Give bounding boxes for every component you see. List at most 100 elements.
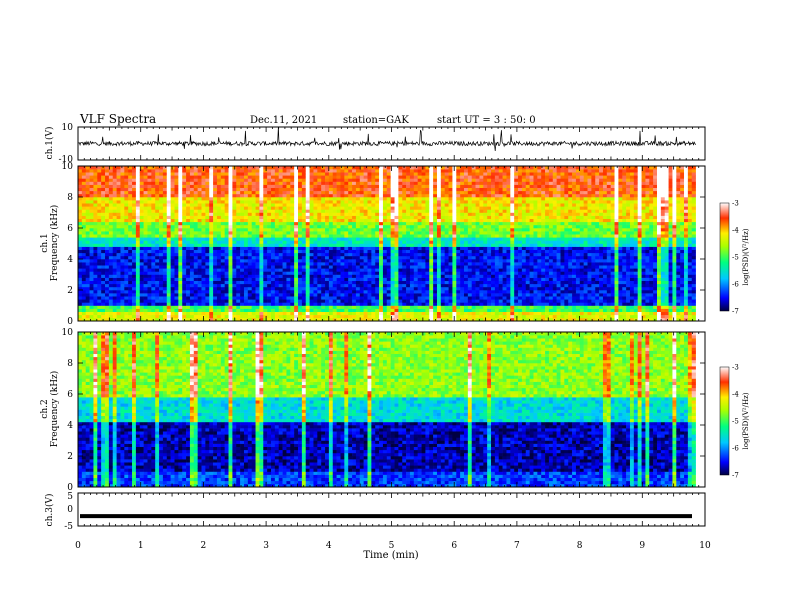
spectrogram-cell <box>243 166 249 170</box>
spectrogram-cell <box>321 286 326 291</box>
spectrogram-cell <box>294 277 299 281</box>
spectrogram-cell <box>201 172 206 176</box>
spectrogram-cell <box>143 172 148 176</box>
spectrogram-cell <box>101 224 106 229</box>
spectrogram-cell <box>116 169 121 173</box>
spectrogram-cell <box>274 277 280 281</box>
spectrogram-cell <box>128 197 133 201</box>
spectrogram-cell <box>112 209 117 213</box>
spectrogram-cell <box>224 302 229 306</box>
spectrogram-cell <box>282 203 287 207</box>
spectrogram-cell <box>255 240 260 244</box>
spectrogram-cell <box>143 246 148 250</box>
spectrogram-cell <box>367 215 372 219</box>
spectrogram-cell <box>325 237 330 241</box>
spectrogram-cell <box>93 268 98 272</box>
spectrogram-cell <box>263 190 268 195</box>
spectrogram-cell <box>132 193 137 198</box>
spectrogram-cell <box>182 268 187 272</box>
spectrogram-cell <box>220 215 225 219</box>
spectrogram-cell <box>382 305 388 309</box>
spectrogram-cell <box>155 209 160 213</box>
spectrogram-cell <box>216 187 222 192</box>
spectrogram-cell <box>255 290 260 294</box>
spectrogram-cell <box>240 172 245 176</box>
spectrogram-cell <box>278 178 283 182</box>
spectrogram-cell <box>236 212 241 216</box>
spectrogram-cell <box>124 224 129 229</box>
spectrogram-cell <box>406 169 411 173</box>
spectrogram-cell <box>108 203 114 207</box>
spectrogram-cell <box>328 293 334 297</box>
spectrogram-cell <box>182 181 187 185</box>
spectrogram-cell <box>336 218 341 223</box>
spectrogram-cell <box>205 187 210 192</box>
spectrogram-cell <box>406 224 411 229</box>
spectrogram-cell <box>81 228 87 232</box>
spectrogram-cell <box>232 190 237 195</box>
spectrogram-cell <box>444 317 449 321</box>
spectrogram-cell <box>298 314 303 319</box>
spectrogram-cell <box>301 308 307 312</box>
spectrogram-cell <box>429 317 434 321</box>
spectrogram-cell <box>421 237 426 241</box>
spectrogram-cell <box>298 234 303 238</box>
spectrogram-cell <box>189 212 195 216</box>
spectrogram-cell <box>301 311 307 316</box>
spectrogram-cell <box>162 221 168 226</box>
spectrogram-cell <box>286 262 291 266</box>
spectrogram-cell <box>402 243 407 247</box>
spectrogram-cell <box>382 314 388 319</box>
spectrogram-cell <box>328 218 334 223</box>
spectrogram-cell <box>444 265 449 269</box>
spectrogram-cell <box>89 200 94 204</box>
spectrogram-cell <box>406 181 411 185</box>
spectrogram-cell <box>340 172 345 176</box>
spectrogram-cell <box>367 243 372 247</box>
spectrogram-cell <box>409 200 415 204</box>
spectrogram-cell <box>205 259 210 263</box>
spectrogram-cell <box>147 311 152 316</box>
spectrogram-cell <box>294 299 299 303</box>
spectrogram-cell <box>220 243 225 247</box>
spectrogram-cell <box>429 193 434 198</box>
spectrogram-cell <box>178 296 183 300</box>
spectrogram-cell <box>143 302 148 306</box>
spectrogram-cell <box>278 197 283 201</box>
spectrogram-cell <box>274 206 280 210</box>
spectrogram-cell <box>286 175 291 179</box>
spectrogram-cell <box>421 290 426 294</box>
spectrogram-cell <box>413 277 418 281</box>
spectrogram-cell <box>340 271 345 275</box>
spectrogram-cell <box>139 203 144 207</box>
spectrogram-cell <box>162 218 168 223</box>
spectrogram-cell <box>182 218 187 223</box>
spectrogram-cell <box>352 277 357 281</box>
spectrogram-cell <box>309 283 314 288</box>
spectrogram-cell <box>197 268 202 272</box>
spectrogram-cell <box>413 265 418 269</box>
spectrogram-cell <box>282 175 287 179</box>
spectrogram-cell <box>89 212 94 216</box>
spectrogram-cell <box>298 302 303 306</box>
spectrogram-cell <box>232 197 237 201</box>
spectrogram-cell <box>101 178 106 182</box>
spectrogram-cell <box>328 314 334 319</box>
spectrogram-cell <box>317 286 322 291</box>
spectrogram-cell <box>402 231 407 235</box>
spectrogram-cell <box>325 190 330 195</box>
spectrogram-cell <box>85 280 90 285</box>
spectrogram-cell <box>359 237 364 241</box>
spectrogram-cell <box>298 175 303 179</box>
spectrogram-cell <box>394 212 399 216</box>
spectrogram-cell <box>336 268 341 272</box>
spectrogram-cell <box>232 169 237 173</box>
spectrogram-cell <box>398 228 403 232</box>
spectrogram-cell <box>325 203 330 207</box>
spectrogram-cell <box>433 308 438 312</box>
spectrogram-cell <box>321 252 326 257</box>
spectrogram-cell <box>143 197 148 201</box>
spectrogram-cell <box>243 221 249 226</box>
spectrogram-cell <box>290 172 295 176</box>
spectrogram-cell <box>267 193 272 198</box>
